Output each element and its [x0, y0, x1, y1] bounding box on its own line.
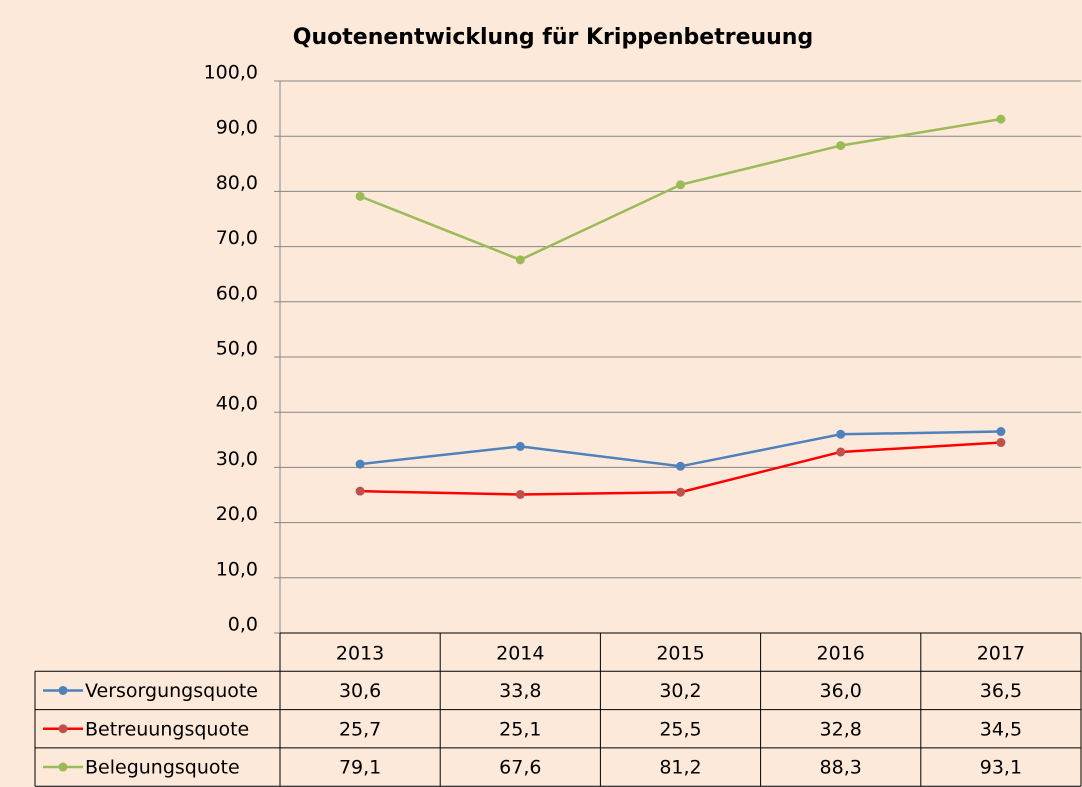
- table-value: 79,1: [339, 757, 381, 779]
- table-value: 88,3: [820, 757, 862, 779]
- series-marker: [676, 487, 685, 497]
- series-marker: [676, 180, 685, 190]
- legend-marker: [58, 685, 68, 695]
- table-value: 93,1: [980, 757, 1022, 779]
- series-marker: [676, 461, 685, 471]
- table-value: 34,5: [980, 718, 1022, 740]
- table-value: 81,2: [659, 757, 701, 779]
- series-marker: [515, 441, 525, 451]
- x-tick-label: 2016: [817, 643, 865, 665]
- table-value: 33,8: [499, 680, 541, 702]
- chart-title: Quotenentwicklung für Krippenbetreuung: [293, 25, 813, 50]
- series-marker: [836, 447, 846, 457]
- table-value: 30,6: [339, 680, 381, 702]
- x-tick-label: 2013: [336, 643, 384, 665]
- y-tick-label: 30,0: [216, 448, 258, 470]
- table-value: 25,1: [499, 718, 541, 740]
- legend-label: Betreuungsquote: [85, 718, 249, 740]
- table-value: 25,5: [659, 718, 701, 740]
- series-marker: [836, 141, 846, 151]
- y-tick-label: 100,0: [204, 62, 258, 84]
- table-value: 32,8: [820, 718, 862, 740]
- legend-label: Versorgungsquote: [85, 680, 258, 702]
- y-tick-label: 10,0: [216, 558, 258, 580]
- table-value: 36,0: [820, 680, 862, 702]
- y-tick-label: 70,0: [216, 227, 258, 249]
- x-tick-label: 2017: [977, 643, 1025, 665]
- series-marker: [996, 438, 1006, 448]
- table-value: 67,6: [499, 757, 541, 779]
- y-tick-label: 40,0: [216, 393, 258, 415]
- series-marker: [996, 427, 1006, 437]
- table-value: 25,7: [339, 718, 381, 740]
- y-tick-label: 60,0: [216, 282, 258, 304]
- y-tick-label: 80,0: [216, 172, 258, 194]
- y-tick-label: 50,0: [216, 338, 258, 360]
- legend-label: Belegungsquote: [85, 757, 240, 779]
- y-tick-label: 90,0: [216, 117, 258, 139]
- y-tick-label: 0,0: [228, 614, 258, 636]
- table-value: 30,2: [659, 680, 701, 702]
- series-marker: [515, 255, 525, 265]
- series-marker: [996, 114, 1006, 124]
- series-marker: [836, 429, 846, 439]
- series-marker: [355, 486, 365, 496]
- legend-marker: [58, 762, 68, 772]
- series-marker: [355, 459, 365, 469]
- x-tick-label: 2015: [656, 643, 704, 665]
- x-tick-label: 2014: [496, 643, 544, 665]
- y-tick-label: 20,0: [216, 503, 258, 525]
- legend-marker: [58, 724, 68, 734]
- series-marker: [355, 191, 365, 201]
- series-marker: [515, 489, 525, 499]
- table-value: 36,5: [980, 680, 1022, 702]
